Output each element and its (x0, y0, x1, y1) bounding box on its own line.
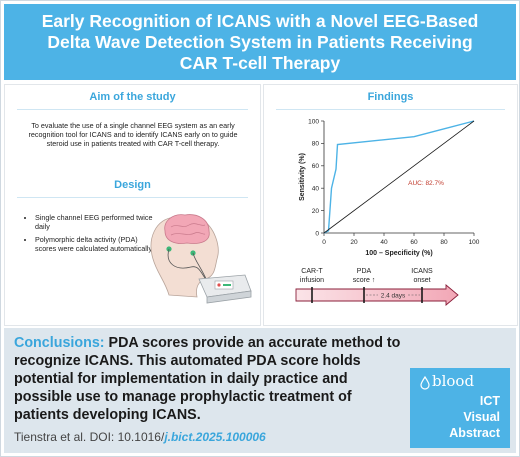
x-tick-label: 80 (440, 239, 448, 246)
citation: Tienstra et al. DOI: 10.1016/j.bict.2025… (14, 430, 266, 444)
timeline-label-pda-sub: score ↑ (353, 277, 376, 284)
brain-icon (164, 214, 210, 244)
design-bullet: Polymorphic delta activity (PDA) scores … (35, 235, 155, 253)
timeline-label-car-t: CAR-T (301, 268, 323, 275)
roc-curve (323, 120, 475, 234)
design-bullets: Single channel EEG performed twice daily… (19, 213, 155, 257)
badge-line-2: Visual (463, 410, 500, 424)
citation-prefix: Tienstra et al. DOI: 10.1016/ (14, 430, 165, 444)
citation-doi-suffix[interactable]: .2025.100006 (192, 430, 266, 444)
citation-doi-link[interactable]: j.bict (164, 430, 193, 444)
aim-text: To evaluate the use of a single channel … (28, 121, 238, 148)
timeline-label-icans-sub: onset (413, 277, 430, 284)
badge-brand: blood (432, 372, 475, 390)
timeline-interval: 2.4 days (381, 293, 406, 300)
roc-chart: 0 20 40 60 80 100 0 20 40 60 80 100 AUC: 82.7% 100 – … (299, 118, 480, 257)
eeg-device-illustration (150, 214, 252, 304)
auc-annotation: AUC: 82.7% (408, 180, 444, 187)
x-tick-label: 40 (380, 239, 388, 246)
blood-ict-badge: blood ICT Visual Abstract (410, 368, 510, 448)
design-bullet: Single channel EEG performed twice daily (35, 213, 155, 231)
x-tick-label: 60 (410, 239, 418, 246)
conclusions-body: PDA scores provide an accurate method to… (14, 335, 401, 423)
electrode-wire (167, 248, 208, 282)
timeline-label-pda: PDA (357, 268, 372, 275)
x-tick-label: 100 (469, 239, 480, 246)
y-axis-label: Sensitivity (%) (299, 153, 306, 201)
timeline-label-car-t-sub: infusion (300, 277, 324, 284)
aim-heading: Aim of the study (89, 91, 176, 103)
left-panel: Aim of the study To evaluate the use of … (4, 84, 261, 326)
y-tick-label: 60 (312, 163, 320, 170)
blood-drop-icon (420, 376, 430, 390)
design-heading: Design (114, 179, 151, 191)
conclusions-box: Conclusions: PDA scores provide an accur… (4, 328, 516, 453)
timeline-graphic: CAR-T infusion PDA score ↑ ICANS onset 2… (295, 268, 459, 306)
y-tick-label: 40 (312, 186, 320, 193)
badge-line-1: ICT (479, 394, 500, 408)
design-divider (17, 197, 248, 198)
x-axis-label: 100 – Specificity (%) (365, 250, 432, 257)
y-tick-label: 20 (312, 208, 320, 215)
x-tick-label: 0 (322, 239, 326, 246)
y-tick-label: 0 (315, 230, 319, 237)
x-tick-label: 20 (350, 239, 358, 246)
findings-heading: Findings (367, 91, 414, 103)
badge-line-3: Abstract (449, 426, 500, 440)
findings-divider (276, 109, 505, 110)
title-banner: Early Recognition of ICANS with a Novel … (4, 4, 516, 80)
main-title: Early Recognition of ICANS with a Novel … (41, 10, 479, 73)
reference-diagonal (323, 120, 475, 234)
aim-divider (17, 109, 248, 110)
timeline-label-icans: ICANS (411, 268, 433, 275)
conclusions-label: Conclusions: (14, 335, 105, 351)
y-tick-label: 80 (312, 141, 320, 148)
conclusions-text: Conclusions: PDA scores provide an accur… (14, 334, 409, 424)
right-panel: Findings 0 20 40 60 80 100 0 20 40 60 80 100 AUC: 82… (263, 84, 518, 326)
y-tick-label: 100 (308, 118, 319, 125)
